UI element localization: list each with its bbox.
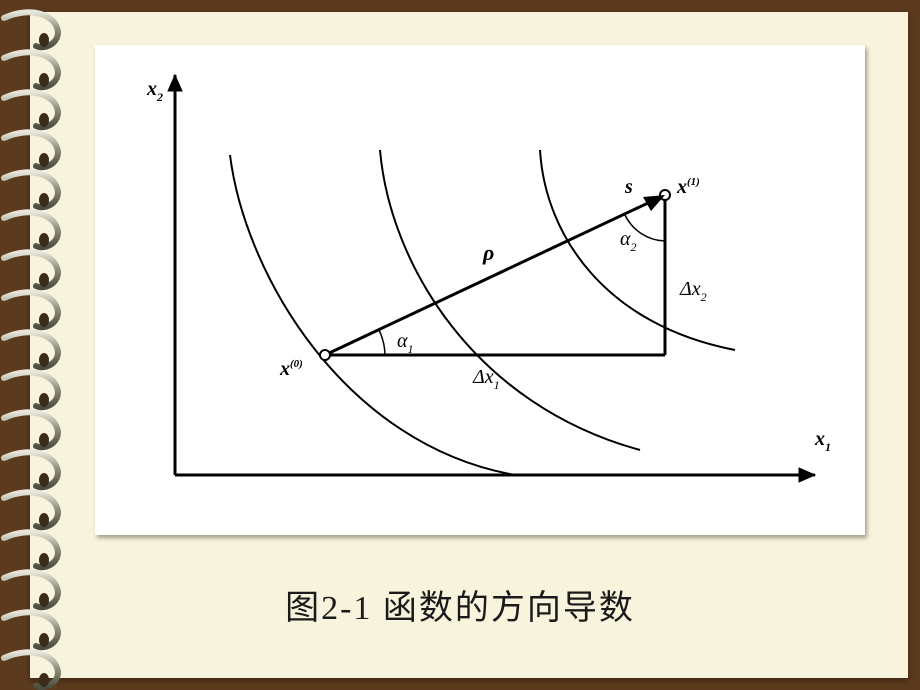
figure-panel: x2 x1 x(0) x(1) ρ s α1 α2 (95, 45, 865, 535)
label-x0: x(0) (279, 358, 303, 380)
point-x0 (320, 350, 330, 360)
label-rho: ρ (482, 240, 494, 265)
axes (168, 75, 815, 482)
x-axis-label: x1 (814, 428, 831, 454)
angle-alpha2 (625, 215, 665, 241)
label-alpha2: α2 (620, 228, 637, 254)
label-s: s (624, 176, 633, 198)
angle-alpha1 (379, 330, 385, 355)
label-dx1: Δx1 (472, 366, 500, 392)
figure-caption: 图2-1 函数的方向导数 (0, 580, 920, 629)
label-dx2: Δx2 (679, 278, 707, 304)
direction-derivative-diagram: x2 x1 x(0) x(1) ρ s α1 α2 (95, 45, 865, 535)
label-alpha1: α1 (397, 330, 414, 356)
y-axis-label: x2 (146, 78, 163, 104)
slide: x2 x1 x(0) x(1) ρ s α1 α2 (0, 0, 920, 690)
rho-segment (325, 195, 665, 355)
label-x1: x(1) (676, 176, 700, 198)
